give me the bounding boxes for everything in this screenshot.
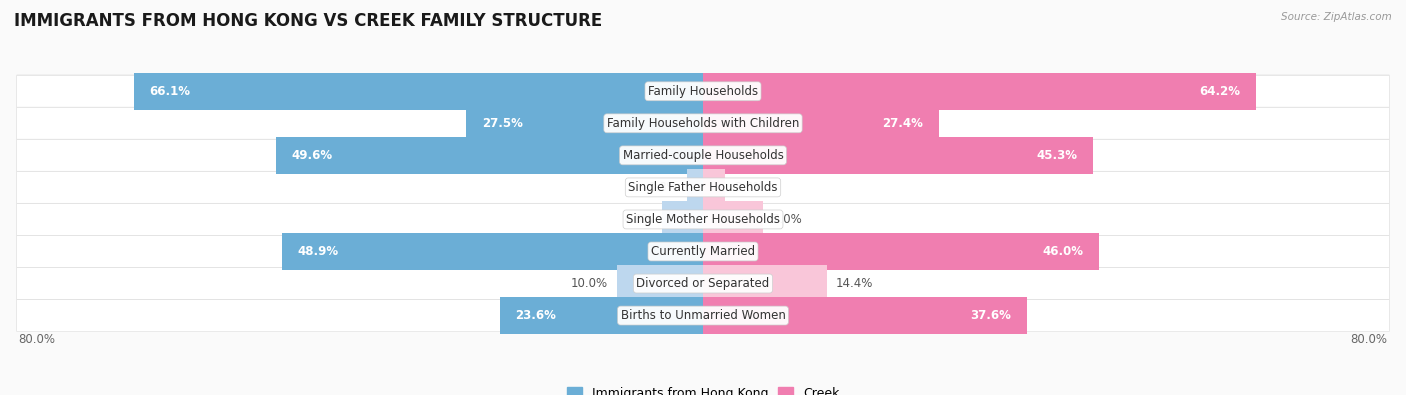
Bar — [617, 265, 703, 302]
FancyBboxPatch shape — [17, 268, 1389, 299]
FancyBboxPatch shape — [17, 75, 1389, 106]
Bar — [703, 73, 1256, 110]
Text: 23.6%: 23.6% — [515, 309, 557, 322]
Text: 1.8%: 1.8% — [650, 181, 679, 194]
FancyBboxPatch shape — [17, 171, 1389, 202]
FancyBboxPatch shape — [17, 203, 1389, 234]
Text: 45.3%: 45.3% — [1036, 149, 1077, 162]
FancyBboxPatch shape — [17, 75, 1389, 107]
Bar — [703, 169, 725, 206]
Bar — [703, 233, 1099, 270]
Bar — [688, 169, 703, 206]
FancyBboxPatch shape — [17, 139, 1389, 170]
Text: 27.4%: 27.4% — [883, 117, 924, 130]
Text: 66.1%: 66.1% — [149, 85, 190, 98]
Bar — [703, 137, 1092, 174]
Text: Married-couple Households: Married-couple Households — [623, 149, 783, 162]
Text: 10.0%: 10.0% — [571, 277, 609, 290]
FancyBboxPatch shape — [17, 267, 1389, 298]
FancyBboxPatch shape — [17, 203, 1389, 235]
FancyBboxPatch shape — [17, 171, 1389, 203]
Bar — [703, 201, 763, 238]
Bar — [703, 105, 939, 142]
Text: Divorced or Separated: Divorced or Separated — [637, 277, 769, 290]
FancyBboxPatch shape — [17, 299, 1389, 331]
Legend: Immigrants from Hong Kong, Creek: Immigrants from Hong Kong, Creek — [561, 382, 845, 395]
Text: 80.0%: 80.0% — [1351, 333, 1388, 346]
Text: 7.0%: 7.0% — [772, 213, 801, 226]
Text: Family Households with Children: Family Households with Children — [607, 117, 799, 130]
Text: 80.0%: 80.0% — [18, 333, 55, 346]
Text: Currently Married: Currently Married — [651, 245, 755, 258]
Text: Family Households: Family Households — [648, 85, 758, 98]
Text: IMMIGRANTS FROM HONG KONG VS CREEK FAMILY STRUCTURE: IMMIGRANTS FROM HONG KONG VS CREEK FAMIL… — [14, 12, 602, 30]
Bar — [467, 105, 703, 142]
Text: Single Mother Households: Single Mother Households — [626, 213, 780, 226]
Bar — [134, 73, 703, 110]
Text: Births to Unmarried Women: Births to Unmarried Women — [620, 309, 786, 322]
FancyBboxPatch shape — [17, 236, 1389, 267]
FancyBboxPatch shape — [17, 139, 1389, 171]
Text: 64.2%: 64.2% — [1199, 85, 1240, 98]
Text: 14.4%: 14.4% — [835, 277, 873, 290]
FancyBboxPatch shape — [17, 107, 1389, 138]
FancyBboxPatch shape — [17, 107, 1389, 139]
Bar — [703, 297, 1026, 334]
Text: 37.6%: 37.6% — [970, 309, 1011, 322]
Text: 4.8%: 4.8% — [623, 213, 652, 226]
Text: 49.6%: 49.6% — [291, 149, 332, 162]
Bar — [281, 233, 703, 270]
Bar — [662, 201, 703, 238]
Text: 48.9%: 48.9% — [298, 245, 339, 258]
Text: Single Father Households: Single Father Households — [628, 181, 778, 194]
Text: 2.6%: 2.6% — [734, 181, 763, 194]
Bar — [703, 265, 827, 302]
Text: 27.5%: 27.5% — [482, 117, 523, 130]
Text: 46.0%: 46.0% — [1043, 245, 1084, 258]
Text: Source: ZipAtlas.com: Source: ZipAtlas.com — [1281, 12, 1392, 22]
FancyBboxPatch shape — [17, 300, 1389, 331]
Bar — [276, 137, 703, 174]
FancyBboxPatch shape — [17, 235, 1389, 266]
Bar — [499, 297, 703, 334]
